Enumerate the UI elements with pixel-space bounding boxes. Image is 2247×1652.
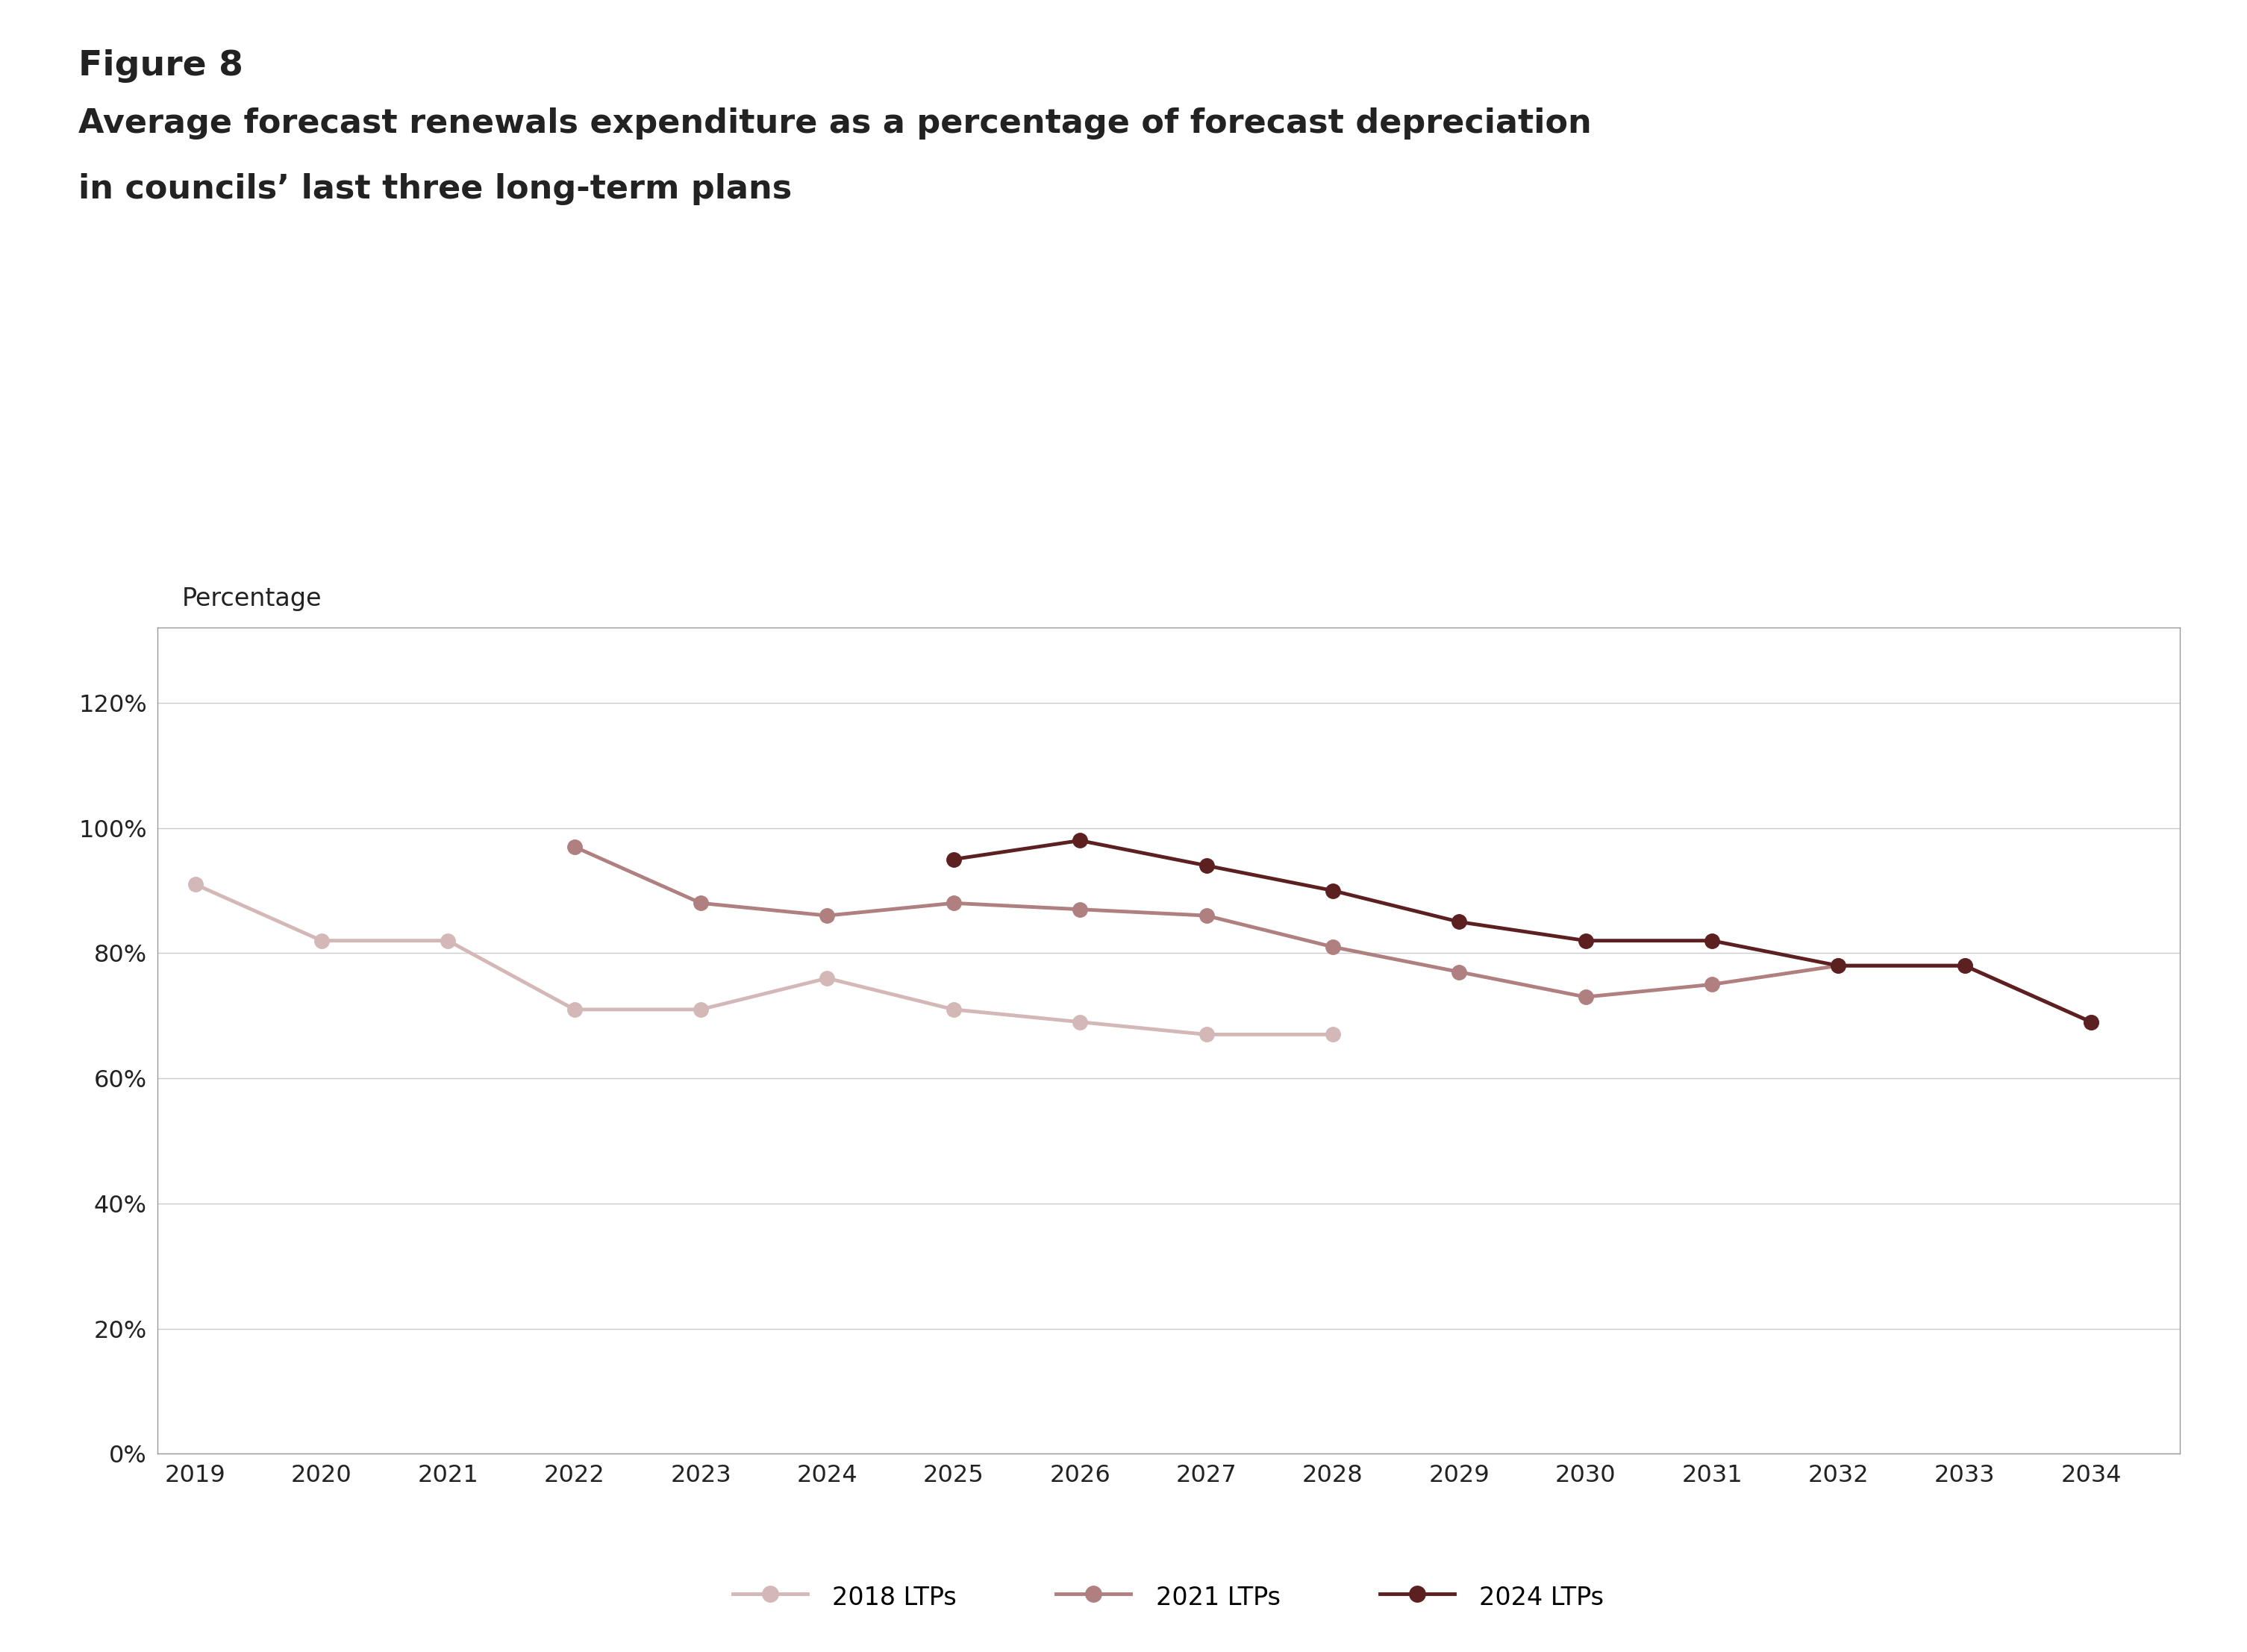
2021 LTPs: [939, 894, 966, 914]
2018 LTPs: [939, 999, 966, 1019]
2024 LTPs: [1950, 957, 1977, 976]
2021 LTPs: [1445, 961, 1472, 981]
2021 LTPs: [1573, 986, 1600, 1006]
2018 LTPs: [688, 999, 715, 1019]
2021 LTPs: [1193, 905, 1220, 925]
Legend: 2018 LTPs, 2021 LTPs, 2024 LTPs: 2018 LTPs, 2021 LTPs, 2024 LTPs: [724, 1574, 1613, 1621]
2024 LTPs: [2078, 1013, 2105, 1032]
2018 LTPs: [562, 999, 589, 1019]
2018 LTPs: [182, 874, 209, 894]
2024 LTPs: [1193, 856, 1220, 876]
2018 LTPs: [813, 968, 840, 988]
2024 LTPs: [1319, 881, 1346, 900]
Text: Percentage: Percentage: [182, 586, 321, 611]
2024 LTPs: [1825, 957, 1852, 976]
Text: in councils’ last three long-term plans: in councils’ last three long-term plans: [79, 173, 793, 205]
Line: 2018 LTPs: 2018 LTPs: [189, 877, 1339, 1042]
2021 LTPs: [1950, 957, 1977, 976]
2018 LTPs: [1193, 1024, 1220, 1044]
Line: 2021 LTPs: 2021 LTPs: [566, 839, 2099, 1029]
2021 LTPs: [1067, 899, 1094, 919]
2021 LTPs: [562, 838, 589, 857]
Text: Average forecast renewals expenditure as a percentage of forecast depreciation: Average forecast renewals expenditure as…: [79, 107, 1591, 139]
2021 LTPs: [1699, 975, 1726, 995]
2024 LTPs: [1699, 930, 1726, 950]
2024 LTPs: [1573, 930, 1600, 950]
2024 LTPs: [1445, 912, 1472, 932]
Text: Figure 8: Figure 8: [79, 50, 243, 83]
2024 LTPs: [939, 849, 966, 869]
2021 LTPs: [688, 894, 715, 914]
2018 LTPs: [1319, 1024, 1346, 1044]
2018 LTPs: [308, 930, 335, 950]
2021 LTPs: [813, 905, 840, 925]
2021 LTPs: [2078, 1013, 2105, 1032]
2021 LTPs: [1319, 937, 1346, 957]
2021 LTPs: [1825, 957, 1852, 976]
2018 LTPs: [434, 930, 461, 950]
Line: 2024 LTPs: 2024 LTPs: [946, 833, 2099, 1029]
2024 LTPs: [1067, 831, 1094, 851]
2018 LTPs: [1067, 1013, 1094, 1032]
